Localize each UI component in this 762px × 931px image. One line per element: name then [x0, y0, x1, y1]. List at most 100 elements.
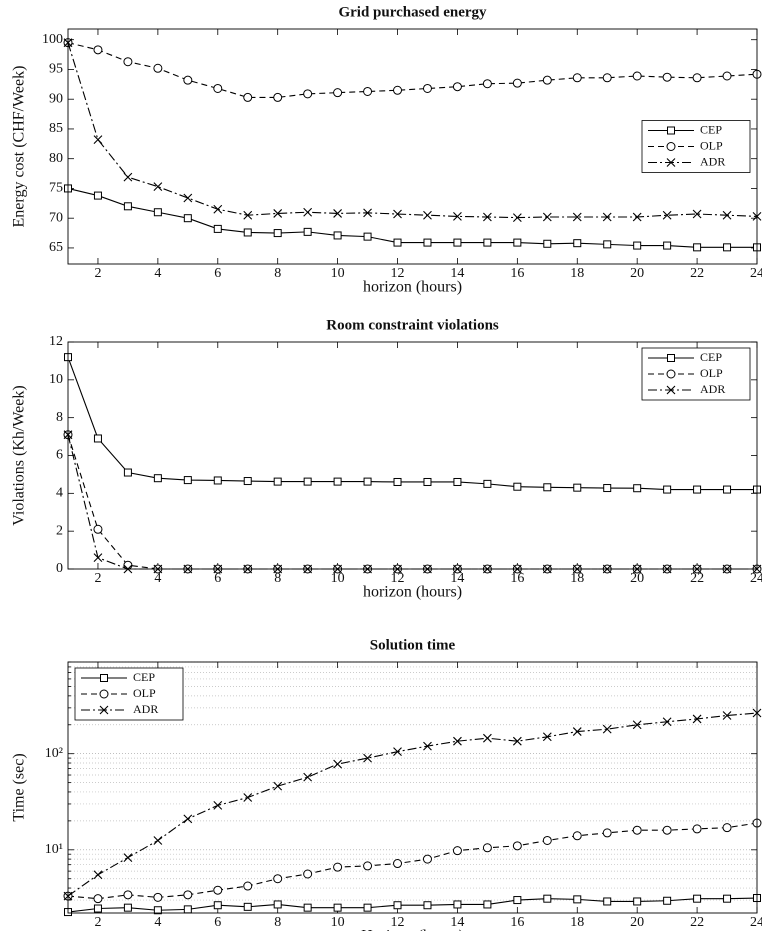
marker — [273, 92, 283, 102]
x-tick-label: 22 — [690, 915, 704, 930]
marker — [303, 207, 313, 217]
marker — [453, 900, 462, 909]
marker — [483, 212, 492, 222]
x-tick-label: 22 — [690, 571, 704, 586]
x-axis-label: horizon (hours) — [363, 279, 462, 296]
marker — [393, 85, 403, 95]
marker — [512, 213, 522, 222]
marker — [333, 759, 342, 769]
marker — [692, 209, 702, 219]
marker — [213, 476, 222, 485]
marker — [423, 238, 432, 247]
marker — [153, 474, 162, 483]
x-tick-label: 14 — [450, 266, 464, 281]
marker — [603, 897, 612, 906]
marker — [303, 772, 313, 782]
marker — [393, 747, 402, 757]
marker — [393, 859, 403, 869]
marker — [183, 193, 193, 203]
marker — [452, 82, 462, 92]
axes-box — [67, 661, 758, 914]
marker — [243, 228, 252, 237]
marker — [273, 900, 282, 909]
marker — [632, 825, 642, 835]
x-tick-label: 14 — [450, 571, 464, 586]
legend-marker — [666, 158, 676, 167]
marker — [303, 477, 312, 486]
marker — [243, 881, 253, 891]
marker — [153, 208, 162, 217]
marker — [453, 736, 462, 746]
marker — [93, 135, 103, 145]
x-tick-label: 4 — [154, 915, 161, 930]
marker — [213, 224, 222, 233]
legend-label: OLP — [700, 366, 723, 380]
marker — [123, 57, 133, 67]
x-tick-label: 2 — [94, 571, 101, 586]
y-tick-label: 6 — [56, 448, 63, 463]
marker — [333, 231, 342, 240]
series-line — [67, 712, 758, 897]
series-line — [67, 42, 758, 98]
marker — [452, 846, 462, 856]
legend-label: ADR — [700, 154, 725, 168]
marker — [692, 714, 702, 724]
marker — [183, 905, 192, 914]
marker — [153, 182, 163, 192]
x-tick-label: 4 — [154, 266, 161, 281]
marker — [422, 83, 432, 93]
marker — [693, 485, 702, 494]
marker — [543, 894, 552, 903]
marker — [632, 212, 642, 222]
marker — [723, 243, 732, 252]
marker — [483, 479, 492, 488]
series-line — [67, 897, 758, 913]
x-tick-label: 20 — [630, 266, 644, 281]
marker — [93, 553, 103, 563]
x-tick-label: 8 — [274, 915, 281, 930]
marker — [573, 895, 582, 904]
x-tick-label: 18 — [570, 571, 584, 586]
x-tick-label: 6 — [214, 571, 221, 586]
legend-label: CEP — [133, 670, 155, 684]
marker — [663, 485, 672, 494]
x-tick-label: 10 — [331, 915, 345, 930]
y-tick-label: 4 — [56, 486, 63, 501]
marker — [153, 892, 163, 902]
x-tick-label: 18 — [570, 266, 584, 281]
marker — [213, 204, 223, 214]
marker — [603, 484, 612, 493]
marker — [273, 874, 283, 884]
y-tick-label: 10² — [45, 746, 63, 761]
marker — [423, 901, 432, 910]
x-tick-label: 8 — [274, 266, 281, 281]
marker — [93, 894, 103, 904]
marker — [542, 212, 552, 222]
x-tick-label: 6 — [214, 266, 221, 281]
marker — [363, 208, 372, 218]
marker — [512, 736, 522, 746]
marker — [183, 214, 192, 223]
marker — [243, 793, 253, 802]
marker — [363, 753, 372, 763]
x-tick-label: 2 — [94, 915, 101, 930]
y-tick-label: 8 — [56, 410, 63, 425]
marker — [303, 903, 312, 912]
x-tick-label: 2 — [94, 266, 101, 281]
marker — [243, 902, 252, 911]
x-axis-label: horizon (hours) — [363, 584, 462, 601]
x-tick-label: 16 — [510, 571, 524, 586]
legend-marker — [99, 689, 109, 699]
legend-label: OLP — [133, 686, 156, 700]
x-tick-label: 24 — [750, 266, 762, 281]
legend-label: CEP — [700, 350, 722, 364]
marker — [423, 741, 432, 751]
y-tick-label: 80 — [49, 151, 63, 166]
marker — [363, 86, 373, 96]
marker — [663, 896, 672, 905]
marker — [213, 885, 223, 895]
y-tick-label: 85 — [49, 121, 63, 136]
marker — [333, 88, 343, 98]
marker — [662, 717, 672, 727]
